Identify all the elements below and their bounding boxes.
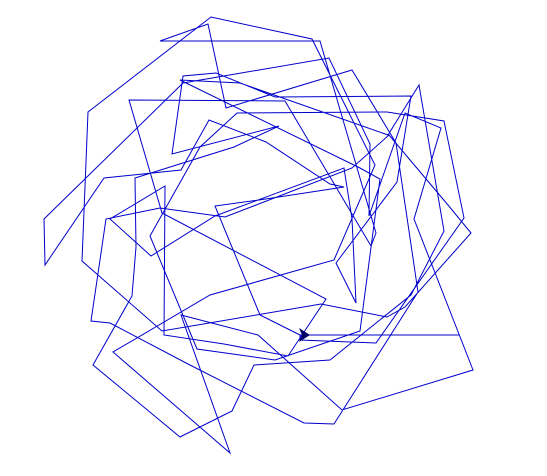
turtle-path-line xyxy=(43,16,474,455)
turtle-arrow-icon xyxy=(299,328,310,342)
